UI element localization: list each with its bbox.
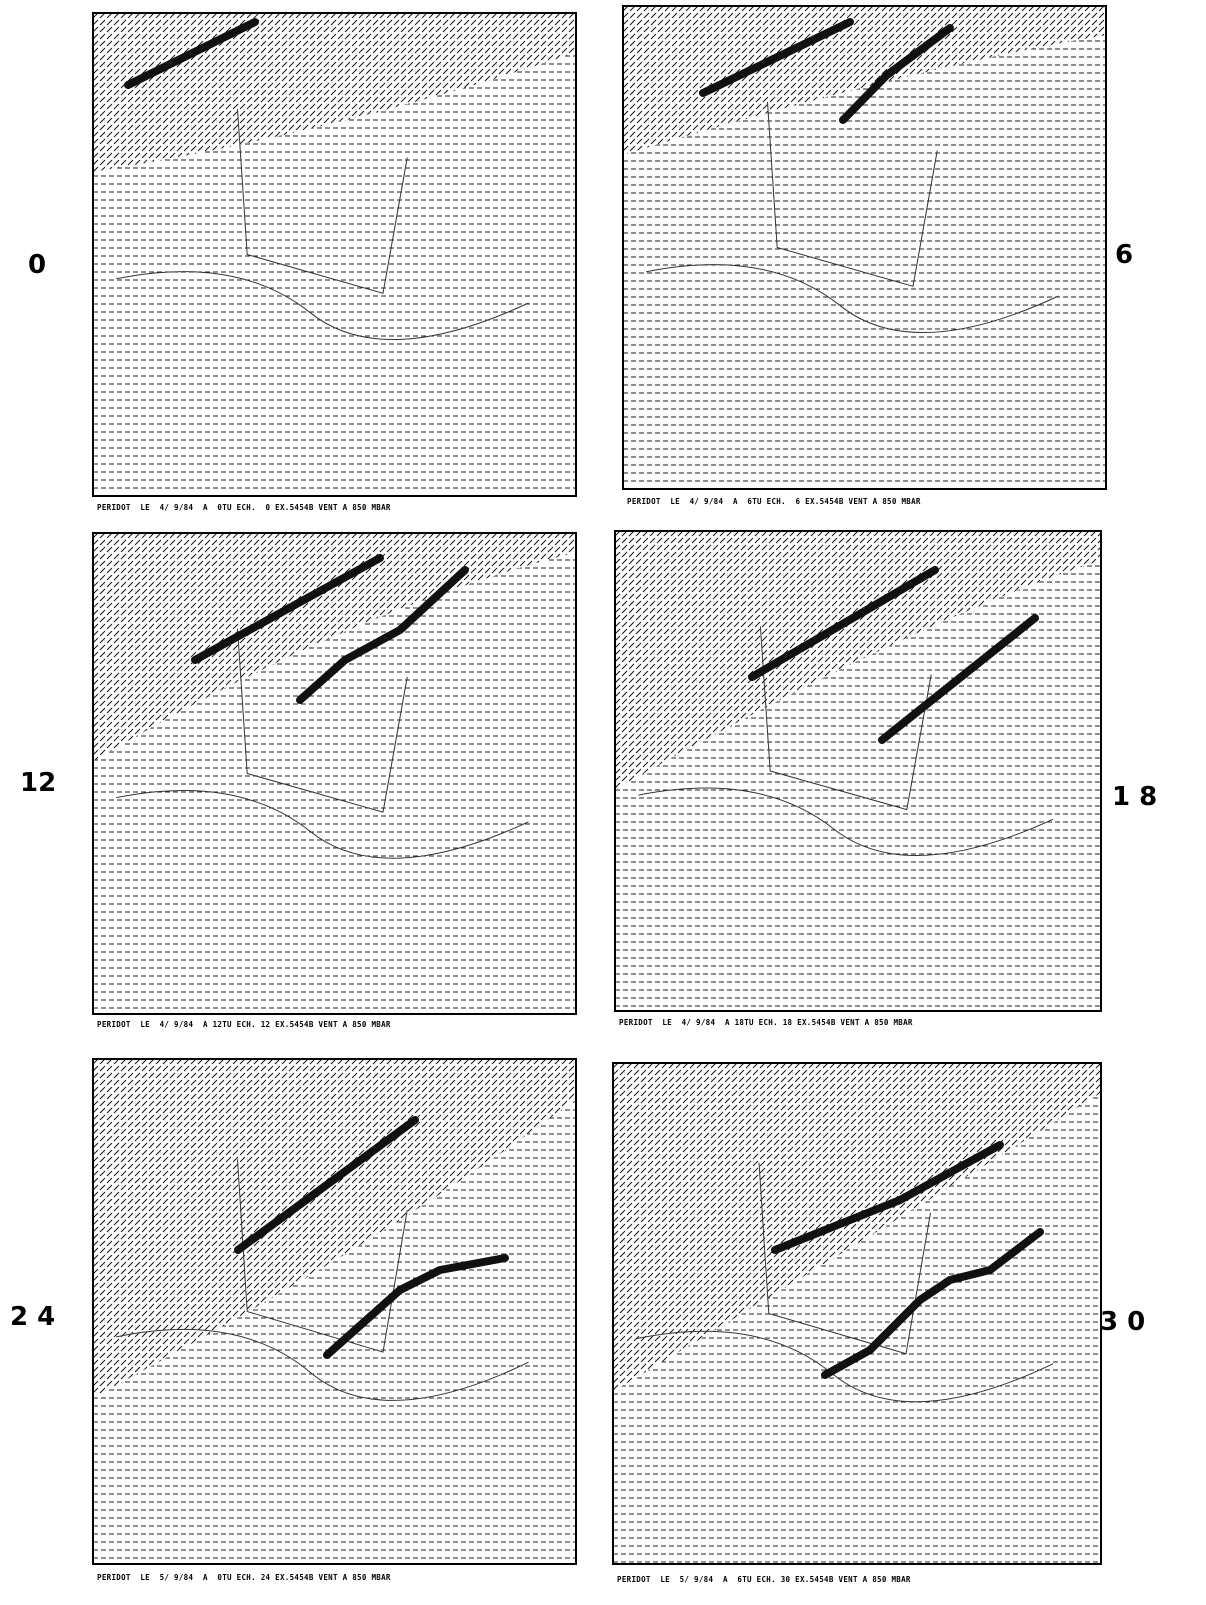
frame xyxy=(92,12,577,497)
frame xyxy=(622,5,1107,490)
wind-field-strong xyxy=(622,5,1107,155)
border xyxy=(237,108,408,294)
wind-map xyxy=(92,532,577,1015)
wind-field-strong xyxy=(92,12,577,172)
coastline xyxy=(116,790,529,859)
frame xyxy=(92,532,577,1015)
coastline xyxy=(116,271,529,340)
border xyxy=(237,628,408,813)
wind-map xyxy=(612,1062,1102,1565)
border xyxy=(759,626,932,811)
front xyxy=(191,554,384,664)
coastline xyxy=(116,1328,529,1401)
wind-map xyxy=(622,5,1107,490)
front xyxy=(323,1254,509,1359)
forecast-hour: 0 xyxy=(28,250,47,280)
front xyxy=(878,614,1039,744)
caption: PERIDOT LE 4/ 9/84 A 18TU ECH. 18 EX.545… xyxy=(619,1018,913,1027)
forecast-hour: 2 4 xyxy=(10,1302,56,1332)
coastline xyxy=(638,787,1054,856)
front xyxy=(234,1116,419,1254)
wind-map xyxy=(92,1058,577,1565)
front xyxy=(821,1228,1044,1379)
border xyxy=(237,1159,408,1353)
caption: PERIDOT LE 4/ 9/84 A 6TU ECH. 6 EX.5454B… xyxy=(627,497,921,506)
caption: PERIDOT LE 4/ 9/84 A 0TU ECH. 0 EX.5454B… xyxy=(97,503,391,512)
border xyxy=(767,101,938,287)
wind-field-strong xyxy=(92,532,577,762)
forecast-hour: 3 0 xyxy=(1100,1307,1146,1337)
wind-field-strong xyxy=(92,1058,577,1398)
wind-field-strong xyxy=(614,530,1102,790)
wind-map xyxy=(614,530,1102,1012)
forecast-hour: 12 xyxy=(20,768,57,798)
front xyxy=(124,18,259,89)
caption: PERIDOT LE 4/ 9/84 A 12TU ECH. 12 EX.545… xyxy=(97,1020,391,1029)
frame xyxy=(92,1058,577,1565)
forecast-hour: 1 8 xyxy=(1112,782,1158,812)
forecast-hour: 6 xyxy=(1115,240,1134,270)
coastline xyxy=(646,264,1059,333)
front xyxy=(296,566,469,704)
wind-map xyxy=(92,12,577,497)
front xyxy=(771,1141,1004,1254)
border xyxy=(758,1162,931,1355)
front xyxy=(699,18,854,97)
frame xyxy=(614,530,1102,1012)
frame xyxy=(612,1062,1102,1565)
wind-field-strong xyxy=(612,1062,1102,1392)
caption: PERIDOT LE 5/ 9/84 A 6TU ECH. 30 EX.5454… xyxy=(617,1575,911,1584)
front xyxy=(748,566,939,681)
caption: PERIDOT LE 5/ 9/84 A 0TU ECH. 24 EX.5454… xyxy=(97,1573,391,1582)
front xyxy=(839,24,954,124)
